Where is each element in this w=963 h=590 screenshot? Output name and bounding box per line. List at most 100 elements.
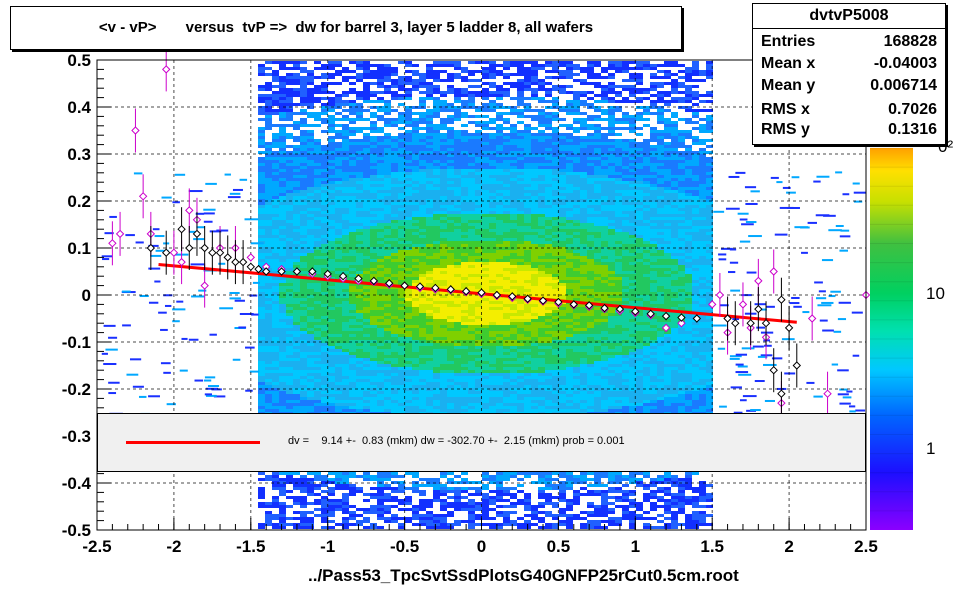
heatmap-cell bbox=[328, 277, 335, 280]
heatmap-cell bbox=[405, 487, 412, 490]
heatmap-cell bbox=[342, 382, 349, 385]
heatmap-cell bbox=[356, 346, 363, 349]
heatmap-cell bbox=[461, 397, 468, 400]
heatmap-cell bbox=[433, 493, 440, 496]
heatmap-cell bbox=[272, 289, 279, 292]
heatmap-cell bbox=[307, 139, 314, 142]
heatmap-cell bbox=[503, 313, 510, 316]
heatmap-cell bbox=[307, 307, 314, 310]
heatmap-cell bbox=[496, 211, 503, 214]
heatmap-cell bbox=[321, 184, 328, 187]
heatmap-cell bbox=[265, 232, 272, 235]
heatmap-cell bbox=[335, 367, 342, 370]
heatmap-cell bbox=[265, 169, 272, 172]
heatmap-cell bbox=[405, 160, 412, 163]
heatmap-cell bbox=[496, 364, 503, 367]
heatmap-cell bbox=[363, 313, 370, 316]
heatmap-cell bbox=[328, 403, 335, 406]
heatmap-cell bbox=[342, 484, 349, 487]
heatmap-cell bbox=[279, 241, 286, 244]
heatmap-cell bbox=[454, 298, 461, 301]
heatmap-cell bbox=[426, 511, 433, 514]
heatmap-cell bbox=[475, 388, 482, 391]
heatmap-cell bbox=[412, 262, 419, 265]
heatmap-cell bbox=[454, 109, 461, 112]
heatmap-cell bbox=[447, 118, 454, 121]
heatmap-cell bbox=[468, 115, 475, 118]
heatmap-cell bbox=[419, 304, 426, 307]
heatmap-cell bbox=[496, 268, 503, 271]
heatmap-cell bbox=[349, 388, 356, 391]
heatmap-cell bbox=[286, 187, 293, 190]
heatmap-cell bbox=[475, 214, 482, 217]
heatmap-cell bbox=[272, 133, 279, 136]
heatmap-cell bbox=[384, 292, 391, 295]
heatmap-cell bbox=[377, 322, 384, 325]
heatmap-cell bbox=[482, 487, 489, 490]
heatmap-cell bbox=[454, 217, 461, 220]
heatmap-cell bbox=[482, 274, 489, 277]
heatmap-cell bbox=[454, 184, 461, 187]
heatmap-cell bbox=[272, 472, 279, 475]
heatmap-cell bbox=[398, 190, 405, 193]
heatmap-cell bbox=[335, 94, 342, 97]
heatmap-cell bbox=[258, 157, 265, 160]
heatmap-cell bbox=[468, 328, 475, 331]
heatmap-cell bbox=[433, 481, 440, 484]
heatmap-cell bbox=[300, 79, 307, 82]
heatmap-cell bbox=[286, 343, 293, 346]
heatmap-cell bbox=[335, 220, 342, 223]
heatmap-cell bbox=[286, 400, 293, 403]
heatmap-cell bbox=[349, 298, 356, 301]
heatmap-cell bbox=[349, 187, 356, 190]
heatmap-cell bbox=[391, 202, 398, 205]
heatmap-cell bbox=[482, 139, 489, 142]
heatmap-cell bbox=[454, 406, 461, 409]
heatmap-cell bbox=[321, 283, 328, 286]
heatmap-cell bbox=[356, 286, 363, 289]
heatmap-cell bbox=[398, 142, 405, 145]
heatmap-cell bbox=[405, 82, 412, 85]
heatmap-cell bbox=[321, 178, 328, 181]
heatmap-cell bbox=[335, 73, 342, 76]
heatmap-cell bbox=[286, 133, 293, 136]
heatmap-cell bbox=[272, 91, 279, 94]
heatmap-cell bbox=[405, 208, 412, 211]
heatmap-cell bbox=[440, 328, 447, 331]
heatmap-cell bbox=[286, 295, 293, 298]
heatmap-cell bbox=[398, 139, 405, 142]
heatmap-cell bbox=[377, 370, 384, 373]
heatmap-cell bbox=[286, 175, 293, 178]
heatmap-cell bbox=[300, 307, 307, 310]
heatmap-cell bbox=[482, 187, 489, 190]
heatmap-cell bbox=[398, 262, 405, 265]
heatmap-cell bbox=[475, 391, 482, 394]
heatmap-cell bbox=[468, 280, 475, 283]
heatmap-cell bbox=[349, 352, 356, 355]
heatmap-cell bbox=[321, 409, 328, 412]
heatmap-cell bbox=[468, 229, 475, 232]
heatmap-cell bbox=[279, 340, 286, 343]
heatmap-cell bbox=[475, 232, 482, 235]
heatmap-cell bbox=[454, 304, 461, 307]
heatmap-cell bbox=[321, 505, 328, 508]
heatmap-cell bbox=[377, 226, 384, 229]
heatmap-cell bbox=[419, 184, 426, 187]
heatmap-cell bbox=[419, 121, 426, 124]
heatmap-cell bbox=[349, 145, 356, 148]
heatmap-cell bbox=[279, 211, 286, 214]
heatmap-cell bbox=[405, 184, 412, 187]
heatmap-cell bbox=[433, 352, 440, 355]
heatmap-cell bbox=[272, 487, 279, 490]
heatmap-cell bbox=[342, 133, 349, 136]
heatmap-cell bbox=[342, 472, 349, 475]
heatmap-cell bbox=[398, 295, 405, 298]
heatmap-cell bbox=[328, 244, 335, 247]
heatmap-cell bbox=[377, 136, 384, 139]
heatmap-cell bbox=[335, 403, 342, 406]
heatmap-cell bbox=[265, 205, 272, 208]
heatmap-cell bbox=[321, 175, 328, 178]
heatmap-cell bbox=[384, 505, 391, 508]
heatmap-cell bbox=[258, 322, 265, 325]
heatmap-cell bbox=[272, 358, 279, 361]
